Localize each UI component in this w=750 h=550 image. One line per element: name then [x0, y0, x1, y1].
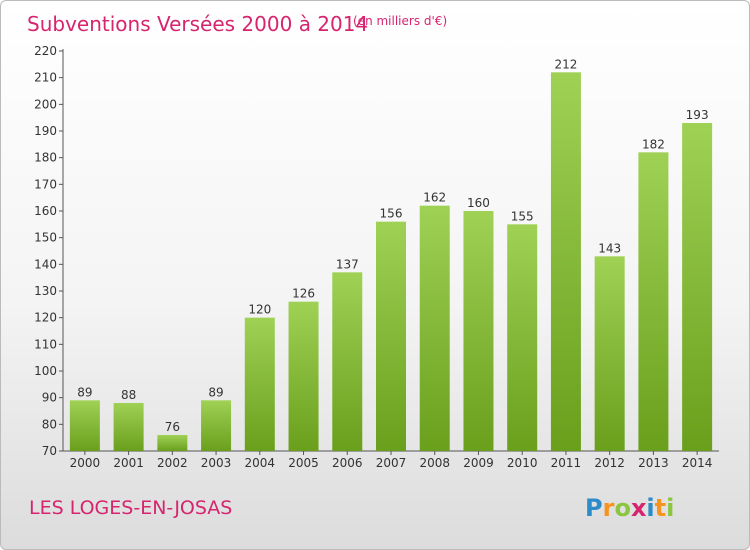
y-tick-label: 160: [34, 204, 57, 218]
bar: [594, 256, 625, 451]
bar-value-label: 160: [467, 196, 490, 210]
y-tick-label: 130: [34, 284, 57, 298]
bar: [332, 272, 363, 451]
bar-value-label: 120: [248, 303, 271, 317]
bar: [244, 317, 275, 451]
brand-logo: Proxiti: [585, 494, 674, 522]
bar-value-label: 89: [208, 385, 223, 399]
x-tick-label: 2014: [682, 456, 713, 470]
y-axis: 70 80 90 100 110 120 130 140 150 160 170 180 190 200 2…: [34, 44, 64, 458]
x-axis: 2000 2001 2002 2003 2004 2005 2006 2007 2008 2009…: [63, 450, 719, 470]
x-tick-label: 2009: [463, 456, 494, 470]
y-tick-label: 220: [34, 44, 57, 58]
bar: [157, 435, 188, 451]
bar-value-label: 126: [292, 287, 315, 301]
y-tick-label: 120: [34, 311, 57, 325]
chart-subtitle: (en milliers d'€): [353, 14, 447, 28]
y-tick-label: 200: [34, 97, 57, 111]
x-tick-label: 2008: [419, 456, 450, 470]
value-labels: 89 88 76 89 120 126 137 156 162 160 155 212 143 182 19…: [77, 57, 708, 434]
x-tick-label: 2012: [594, 456, 625, 470]
bar-value-label: 76: [165, 420, 180, 434]
y-tick-label: 80: [42, 417, 57, 431]
bar: [507, 224, 538, 451]
x-tick-label: 2013: [638, 456, 669, 470]
x-tick-label: 2005: [288, 456, 319, 470]
bar-value-label: 212: [554, 57, 577, 71]
bar-value-label: 156: [380, 207, 403, 221]
bar-value-label: 182: [642, 137, 665, 151]
bar-value-label: 162: [423, 191, 446, 205]
x-tick-label: 2010: [507, 456, 538, 470]
bar: [113, 403, 144, 451]
x-tick-label: 2004: [245, 456, 276, 470]
bar: [201, 400, 232, 451]
bar: [463, 211, 494, 451]
chart-title: Subventions Versées 2000 à 2014: [27, 12, 368, 36]
x-tick-label: 2007: [376, 456, 407, 470]
bar: [69, 400, 100, 451]
y-tick-label: 90: [42, 391, 57, 405]
bars: [69, 72, 713, 452]
bar: [682, 123, 713, 451]
y-tick-label: 150: [34, 231, 57, 245]
x-tick-label: 2011: [551, 456, 582, 470]
y-tick-label: 70: [42, 444, 57, 458]
bar: [638, 152, 669, 452]
bar-value-label: 137: [336, 257, 359, 271]
x-tick-label: 2003: [201, 456, 232, 470]
y-tick-label: 140: [34, 257, 57, 271]
bar-value-label: 143: [598, 241, 621, 255]
x-tick-label: 2000: [70, 456, 101, 470]
y-tick-label: 210: [34, 71, 57, 85]
bar-value-label: 89: [77, 385, 92, 399]
y-tick-label: 190: [34, 124, 57, 138]
y-tick-label: 180: [34, 151, 57, 165]
bar-value-label: 193: [686, 108, 709, 122]
x-tick-label: 2006: [332, 456, 363, 470]
x-tick-label: 2002: [157, 456, 188, 470]
y-tick-label: 170: [34, 177, 57, 191]
bar: [376, 221, 406, 451]
bar-value-label: 88: [121, 388, 136, 402]
bar: [419, 205, 450, 451]
location-name: LES LOGES-EN-JOSAS: [29, 497, 232, 519]
bar: [288, 301, 319, 451]
x-tick-label: 2001: [113, 456, 144, 470]
y-tick-label: 100: [34, 364, 57, 378]
bar: [550, 72, 581, 451]
bar-value-label: 155: [511, 209, 534, 223]
y-tick-label: 110: [34, 337, 57, 351]
